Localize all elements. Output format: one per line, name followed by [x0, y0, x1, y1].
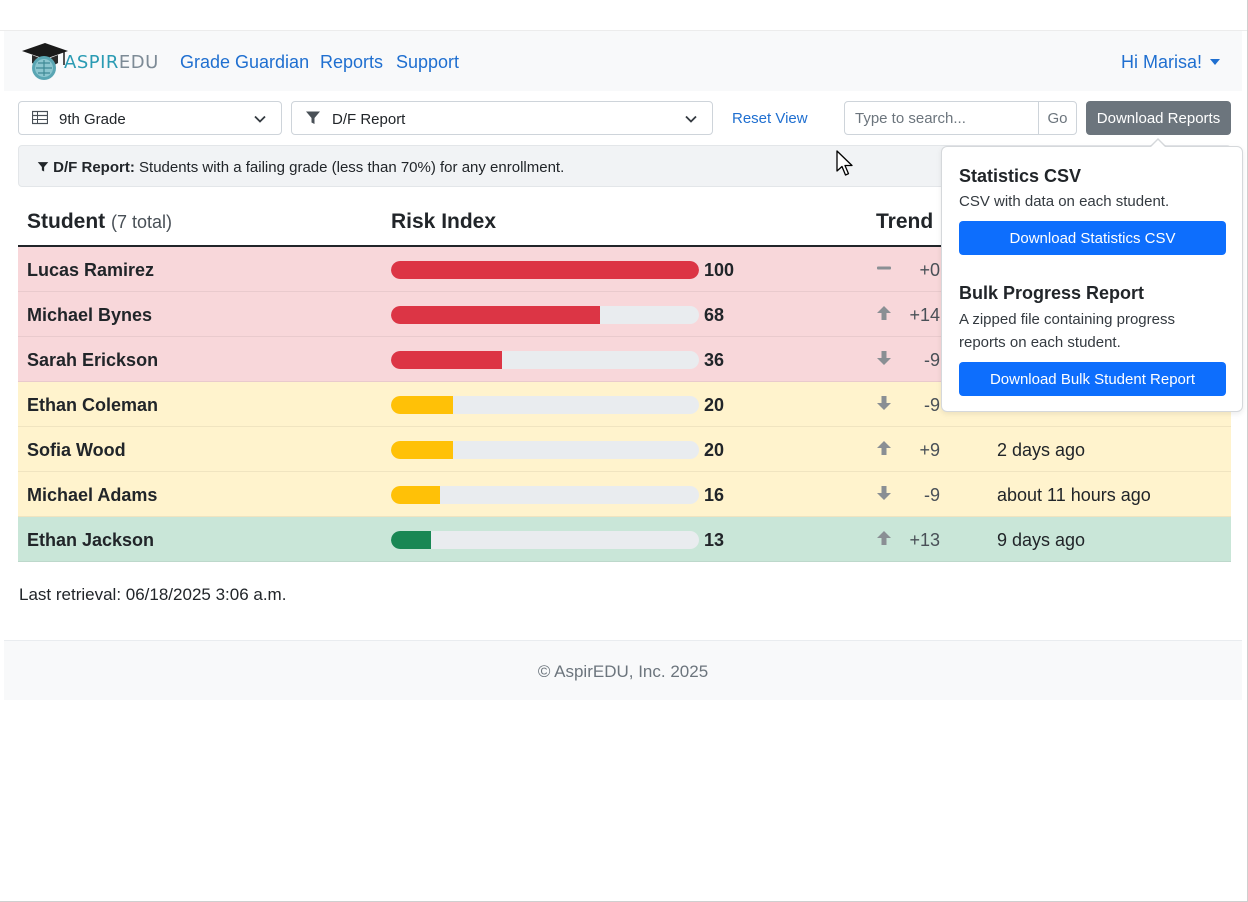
download-reports-button[interactable]: Download Reports	[1086, 101, 1231, 135]
mouse-cursor-icon	[836, 150, 853, 176]
trend-value: -9	[923, 485, 940, 505]
filter-icon	[37, 162, 49, 172]
risk-bar	[391, 396, 699, 414]
footer: © AspirEDU, Inc. 2025	[4, 640, 1242, 700]
last-retrieval: Last retrieval: 06/18/2025 3:06 a.m.	[19, 585, 287, 604]
risk-index-value: 36	[704, 350, 725, 370]
statistics-csv-title: Statistics CSV	[959, 166, 1082, 186]
nav-link-grade-guardian[interactable]: Grade Guardian	[180, 52, 310, 72]
risk-bar	[391, 306, 699, 324]
download-bulk-student-report-button[interactable]: Download Bulk Student Report	[959, 362, 1226, 396]
risk-bar-fill	[391, 486, 441, 504]
bulk-progress-description: A zipped file containing progress report…	[959, 311, 1175, 351]
trend-value: +0	[919, 260, 940, 280]
risk-index-value: 20	[704, 440, 725, 460]
risk-bar	[391, 531, 699, 549]
risk-bar	[391, 351, 699, 369]
table-row[interactable]: Sofia Wood 20 +9 2 days ago	[18, 427, 1231, 472]
graduation-cap-icon	[22, 43, 68, 80]
arrow-up-icon	[876, 439, 892, 462]
bulk-progress-title: Bulk Progress Report	[959, 283, 1145, 303]
student-name[interactable]: Ethan Jackson	[27, 530, 155, 550]
download-reports-popover: Statistics CSV CSV with data on each stu…	[941, 146, 1243, 412]
table-row[interactable]: Ethan Jackson 13 +13 9 days ago	[18, 517, 1231, 562]
arrow-down-icon	[876, 349, 892, 372]
nav-link-support[interactable]: Support	[396, 52, 460, 72]
header-student[interactable]: Student (7 total)	[27, 210, 173, 233]
reset-view-link[interactable]: Reset View	[732, 110, 808, 127]
logo-text: ASPIREDU	[64, 52, 159, 73]
chevron-down-icon	[254, 115, 266, 123]
chevron-down-icon	[685, 115, 697, 123]
aspiredu-logo[interactable]: ASPIREDU	[20, 41, 158, 81]
statistics-csv-description: CSV with data on each student.	[959, 193, 1170, 210]
header-risk-index[interactable]: Risk Index	[391, 210, 497, 233]
arrow-down-icon	[876, 394, 892, 417]
risk-bar-fill	[391, 531, 432, 549]
student-name[interactable]: Lucas Ramirez	[27, 260, 155, 280]
table-header: Student (7 total) Risk Index Trend	[18, 198, 1231, 247]
risk-index-value: 68	[704, 305, 725, 325]
trend-value: +13	[909, 530, 940, 550]
table-icon	[32, 110, 48, 125]
header-trend[interactable]: Trend	[876, 210, 934, 233]
search-group: Go	[844, 101, 1077, 135]
student-name[interactable]: Sofia Wood	[27, 440, 126, 460]
user-greeting: Hi Marisa!	[1120, 52, 1202, 72]
student-name[interactable]: Michael Adams	[27, 485, 158, 505]
go-button[interactable]: Go	[1038, 101, 1077, 135]
window-top-border	[0, 30, 1248, 31]
grade-select-value: 9th Grade	[59, 111, 126, 128]
last-updated: 9 days ago	[997, 530, 1086, 550]
info-text: Students with a failing grade (less than…	[139, 159, 565, 176]
popover-arrow-inner	[1151, 140, 1165, 147]
trend-value: -9	[923, 350, 940, 370]
risk-bar-fill	[391, 396, 453, 414]
grade-select[interactable]: 9th Grade	[18, 101, 282, 135]
risk-bar-fill	[391, 441, 453, 459]
risk-index-value: 100	[704, 260, 735, 280]
navbar: ASPIREDU Grade Guardian Reports Support …	[4, 31, 1242, 91]
risk-index-value: 13	[704, 530, 725, 550]
student-name[interactable]: Ethan Coleman	[27, 395, 159, 415]
report-select[interactable]: D/F Report	[291, 101, 713, 135]
arrow-up-icon	[876, 529, 892, 552]
student-name[interactable]: Michael Bynes	[27, 305, 153, 325]
download-statistics-csv-button[interactable]: Download Statistics CSV	[959, 221, 1226, 255]
risk-bar	[391, 261, 699, 279]
student-name[interactable]: Sarah Erickson	[27, 350, 159, 370]
nav-link-reports[interactable]: Reports	[320, 52, 384, 72]
last-updated: 2 days ago	[997, 440, 1086, 460]
trend-value: +9	[919, 440, 940, 460]
footer-copyright: © AspirEDU, Inc. 2025	[537, 662, 709, 681]
last-updated: about 11 hours ago	[997, 485, 1151, 505]
user-menu-dropdown[interactable]: Hi Marisa!	[1121, 52, 1220, 73]
student-count: (7 total)	[111, 212, 173, 232]
arrow-up-icon	[876, 304, 892, 327]
risk-index-value: 16	[704, 485, 725, 505]
minus-icon	[876, 259, 892, 282]
arrow-down-icon	[876, 484, 892, 507]
info-label: D/F Report:	[53, 159, 135, 176]
caret-down-icon	[1210, 59, 1220, 65]
search-input[interactable]	[844, 101, 1039, 135]
risk-bar-fill	[391, 261, 699, 279]
risk-bar	[391, 486, 699, 504]
filter-icon	[306, 111, 320, 124]
report-select-value: D/F Report	[332, 111, 406, 128]
risk-index-value: 20	[704, 395, 725, 415]
risk-bar-fill	[391, 351, 502, 369]
trend-value: +14	[909, 305, 940, 325]
risk-bar	[391, 441, 699, 459]
table-row[interactable]: Michael Adams 16 -9 about 11 hours ago	[18, 472, 1231, 517]
trend-value: -9	[923, 395, 940, 415]
risk-bar-fill	[391, 306, 601, 324]
